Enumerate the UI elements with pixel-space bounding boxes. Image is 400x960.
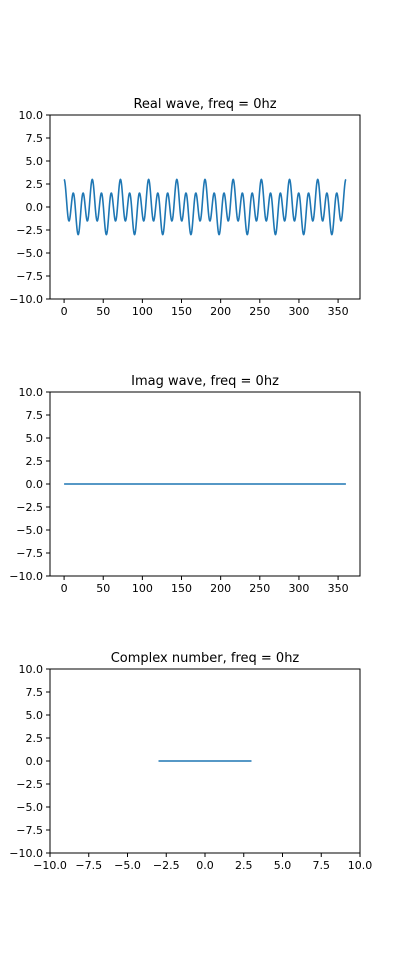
y-tick-label: −7.5	[16, 824, 43, 837]
y-tick-label: −10.0	[9, 570, 43, 583]
y-tick-label: 10.0	[19, 386, 44, 399]
y-tick-label: 2.5	[26, 455, 44, 468]
y-tick-label: −7.5	[16, 270, 43, 283]
y-tick-label: −2.5	[16, 501, 43, 514]
y-tick-label: −10.0	[9, 847, 43, 860]
y-tick-label: −5.0	[16, 801, 43, 814]
y-tick-label: 5.0	[26, 155, 44, 168]
y-tick-label: −10.0	[9, 293, 43, 306]
real-wave-chart: Real wave, freq = 0hz 0 50 100 150 200 250 300 3…	[9, 97, 361, 318]
complex-number-chart: Complex number, freq = 0hz−10.0 −7.5 −5.0−…	[9, 651, 372, 872]
x-tick-label: −5.0	[114, 859, 141, 872]
x-tick-label: 300	[288, 582, 309, 595]
y-tick-label: 7.5	[26, 132, 44, 145]
y-tick-label: −2.5	[16, 778, 43, 791]
x-tick-label: 0	[61, 305, 68, 318]
y-tick-label: 0.0	[26, 478, 44, 491]
x-tick-label: 250	[249, 305, 270, 318]
y-tick-label: 5.0	[26, 432, 44, 445]
x-tick-label: 50	[96, 582, 110, 595]
y-tick-label: −2.5	[16, 224, 43, 237]
x-tick-label: 100	[132, 582, 153, 595]
plot-frame	[49, 114, 361, 300]
y-tick-label: 10.0	[19, 109, 44, 122]
x-tick-label: 150	[171, 305, 192, 318]
series-line	[63, 178, 347, 236]
x-tick-label: 250	[249, 582, 270, 595]
x-tick-label: −10.0	[33, 859, 67, 872]
x-tick-label: 150	[171, 582, 192, 595]
x-tick-label: 200	[210, 305, 231, 318]
chart-title: Real wave, freq = 0hz	[133, 97, 276, 112]
x-tick-label: 200	[210, 582, 231, 595]
x-tick-label: 350	[328, 582, 349, 595]
y-tick-label: 2.5	[26, 732, 44, 745]
y-tick-label: 0.0	[26, 201, 44, 214]
y-tick-label: −5.0	[16, 247, 43, 260]
x-tick-label: 300	[288, 305, 309, 318]
x-tick-label: −2.5	[153, 859, 180, 872]
x-tick-label: 100	[132, 305, 153, 318]
chart-title: Imag wave, freq = 0hz	[131, 374, 279, 389]
y-tick-label: 7.5	[26, 686, 44, 699]
y-tick-label: 2.5	[26, 178, 44, 191]
y-tick-label: 7.5	[26, 409, 44, 422]
imag-wave-chart: Imag wave, freq = 0hz 0 50 100 150 200 250 300 3…	[9, 374, 361, 595]
y-tick-label: 5.0	[26, 709, 44, 722]
x-tick-label: 350	[328, 305, 349, 318]
x-tick-label: 0	[61, 582, 68, 595]
x-tick-label: 10.0	[348, 859, 373, 872]
y-tick-label: 0.0	[26, 755, 44, 768]
y-tick-label: 10.0	[19, 663, 44, 676]
x-tick-label: 7.5	[313, 859, 331, 872]
x-tick-label: 5.0	[274, 859, 292, 872]
chart-title: Complex number, freq = 0hz	[111, 651, 300, 666]
x-tick-label: 50	[96, 305, 110, 318]
y-tick-label: −7.5	[16, 547, 43, 560]
x-tick-label: 0.0	[196, 859, 214, 872]
x-tick-label: 2.5	[235, 859, 253, 872]
x-tick-label: −7.5	[75, 859, 102, 872]
y-tick-label: −5.0	[16, 524, 43, 537]
